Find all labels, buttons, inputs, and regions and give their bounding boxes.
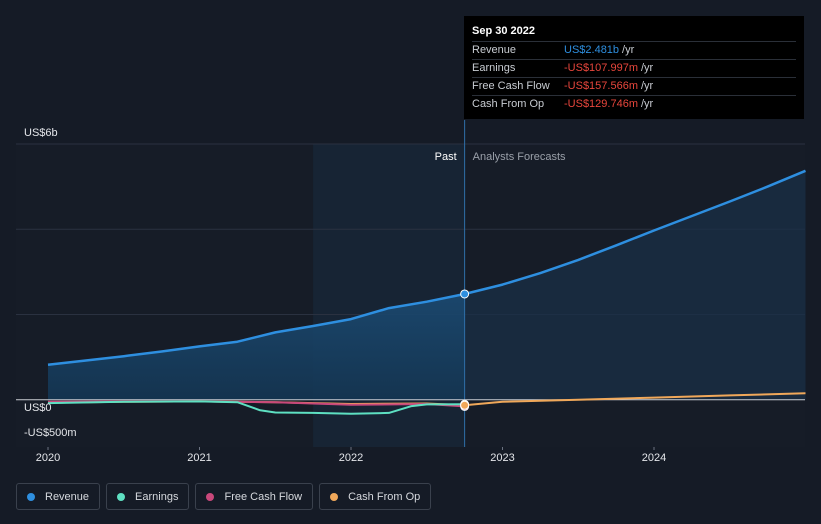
y-axis-neg-label: -US$500m <box>24 427 77 439</box>
x-tick-label: 2020 <box>36 452 60 464</box>
y-axis-zero-label: US$0 <box>24 402 52 414</box>
tooltip-row-revenue: Revenue US$2.481b /yr <box>472 41 796 59</box>
y-axis-top-label: US$6b <box>24 127 58 139</box>
legend-dot <box>330 492 339 501</box>
legend-dot <box>206 492 215 501</box>
legend-item-cash-from-op[interactable]: Cash From Op <box>319 483 432 510</box>
marker-revenue <box>460 289 470 299</box>
series-line-earnings <box>47 400 465 415</box>
tooltip-label: Earnings <box>472 62 516 74</box>
x-axis-ticks: 2020 2021 2022 2023 2024 <box>36 447 666 464</box>
legend-dot <box>27 492 35 501</box>
legend-label: Free Cash Flow <box>224 490 303 503</box>
tooltip-value: -US$129.746m <box>564 98 638 110</box>
tooltip-value: -US$107.997m <box>564 62 638 74</box>
revenue-area-forecast <box>464 170 806 400</box>
legend-item-earnings[interactable]: Earnings <box>106 483 190 510</box>
legend-item-free-cash-flow[interactable]: Free Cash Flow <box>195 483 314 510</box>
tooltip-row-cash-from-op: Cash From Op -US$129.746m /yr <box>472 95 796 113</box>
tooltip-unit: /yr <box>622 44 635 56</box>
tooltip-label: Free Cash Flow <box>472 80 550 92</box>
data-tooltip: Sep 30 2022 Revenue US$2.481b /yr Earnin… <box>464 16 804 119</box>
legend-item-revenue[interactable]: Revenue <box>16 483 101 510</box>
tooltip-row-earnings: Earnings -US$107.997m /yr <box>472 59 796 77</box>
x-tick-label: 2023 <box>490 452 514 464</box>
legend-dot <box>117 492 126 501</box>
tooltip-unit: /yr <box>641 80 654 92</box>
tooltip-date: Sep 30 2022 <box>472 25 535 37</box>
series-lines <box>47 169 806 415</box>
series-line-revenue <box>47 169 806 366</box>
marker-cash-from-op <box>460 400 470 410</box>
x-tick-label: 2024 <box>642 452 666 464</box>
tooltip-unit: /yr <box>641 62 654 74</box>
tooltip-unit: /yr <box>641 98 654 110</box>
x-tick-label: 2021 <box>187 452 211 464</box>
tooltip-label: Revenue <box>472 44 517 56</box>
tooltip-value: US$2.481b <box>564 44 620 56</box>
past-label: Past <box>435 151 457 163</box>
tooltip-label: Cash From Op <box>472 98 545 110</box>
x-tick-label: 2022 <box>339 452 363 464</box>
legend-label: Cash From Op <box>348 490 421 503</box>
tooltip-value: -US$157.566m <box>564 80 638 92</box>
series-markers <box>460 289 470 411</box>
chart-legend: Revenue Earnings Free Cash Flow Cash Fro… <box>16 483 432 510</box>
past-highlight-band <box>313 144 465 447</box>
revenue-area-past <box>48 293 465 400</box>
legend-label: Earnings <box>135 490 179 503</box>
forecast-label: Analysts Forecasts <box>473 151 566 163</box>
tooltip-row-free-cash-flow: Free Cash Flow -US$157.566m /yr <box>472 77 796 95</box>
legend-label: Revenue <box>45 490 90 503</box>
